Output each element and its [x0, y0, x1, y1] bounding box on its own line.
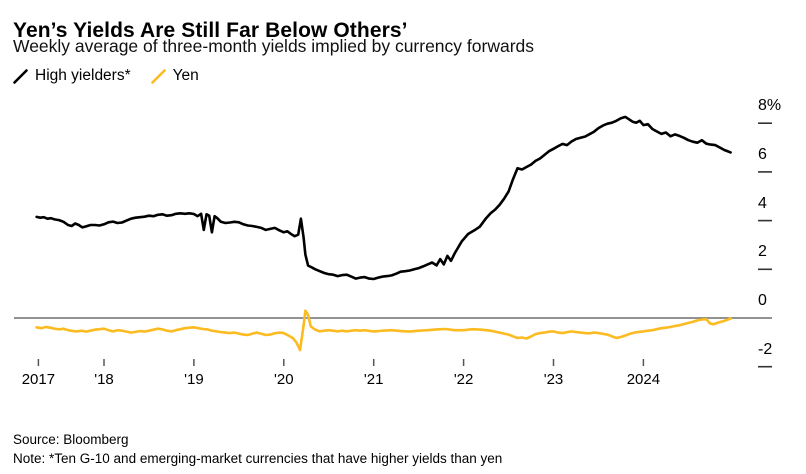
legend-label-yen: Yen [172, 67, 199, 84]
legend: High yielders* Yen [13, 67, 199, 85]
legend-item-high-yielders: High yielders* [13, 67, 131, 85]
legend-label-high-yielders: High yielders* [35, 67, 131, 84]
yen-line [35, 309, 732, 352]
yellow-line-swatch-icon [150, 68, 166, 84]
black-line-swatch-icon [13, 68, 28, 84]
page-subtitle: Weekly average of three-month yields imp… [13, 36, 535, 56]
page-title: Yen’s Yields Are Still Far Below Others’ [13, 19, 408, 43]
note-text: Note: *Ten G-10 and emerging-market curr… [13, 451, 503, 466]
chart-footer: Source: Bloomberg Note: *Ten G-10 and em… [13, 430, 502, 468]
source-text: Source: Bloomberg [13, 432, 129, 447]
legend-item-yen: Yen [150, 67, 199, 85]
high-yielders-line [35, 115, 732, 281]
